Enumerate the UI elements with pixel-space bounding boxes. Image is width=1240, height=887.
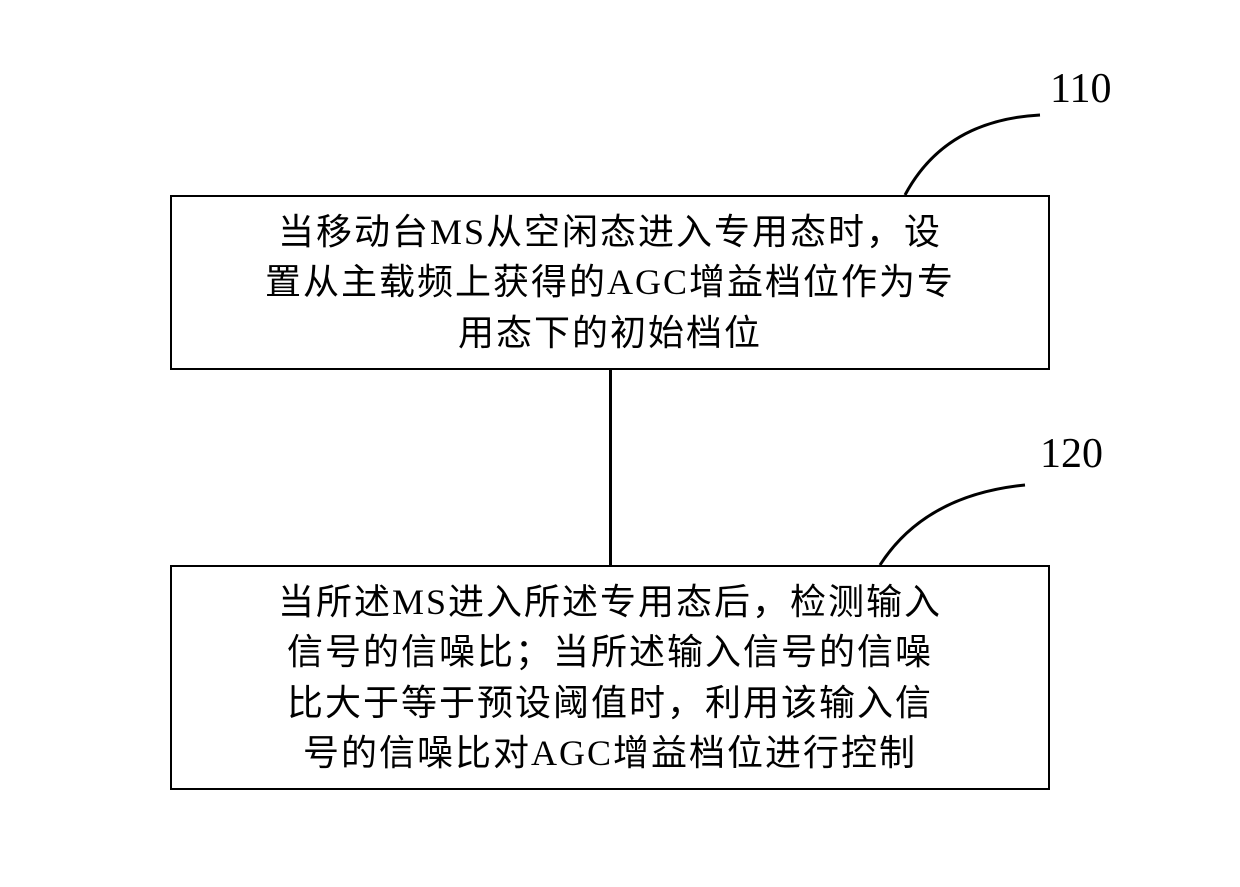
step-120-text: 当所述MS进入所述专用态后，检测输入信号的信噪比；当所述输入信号的信噪比大于等于… [278,577,942,779]
connector-line [609,370,612,565]
step-110-box: 当移动台MS从空闲态进入专用态时，设置从主载频上获得的AGC增益档位作为专用态下… [170,195,1050,370]
flowchart-container: 110 当移动台MS从空闲态进入专用态时，设置从主载频上获得的AGC增益档位作为… [0,0,1240,887]
curve-120 [875,470,1055,570]
curve-110 [900,100,1070,200]
step-110-text: 当移动台MS从空闲态进入专用态时，设置从主载频上获得的AGC增益档位作为专用态下… [265,207,955,358]
step-120-box: 当所述MS进入所述专用态后，检测输入信号的信噪比；当所述输入信号的信噪比大于等于… [170,565,1050,790]
